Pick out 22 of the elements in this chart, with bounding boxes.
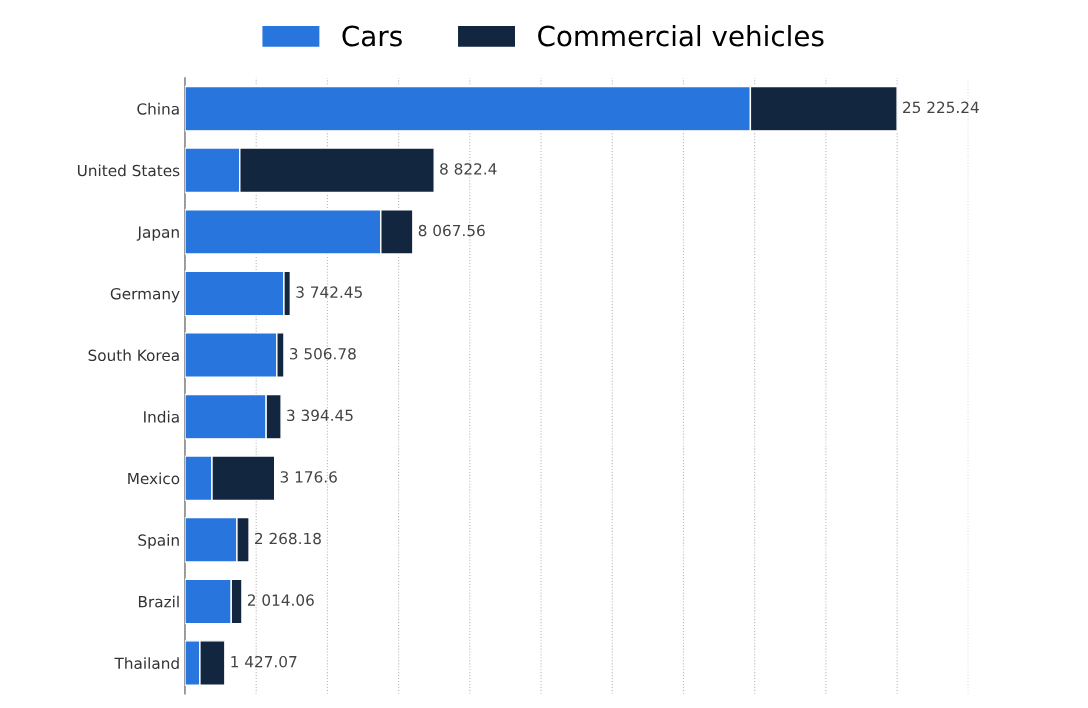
y-tick-label: Spain [138, 534, 179, 549]
y-tick-label: Thailand [114, 657, 179, 670]
annotation: 8 822.4 [440, 163, 497, 175]
legend-label: Commercial vehicles [538, 25, 824, 47]
annotation: 3 742.45 [296, 286, 362, 298]
legend-label: Cars [342, 25, 402, 47]
y-tick-label: United States [77, 164, 180, 177]
annotation: 8 067.56 [418, 224, 485, 237]
annotation: 2 014.06 [247, 594, 314, 606]
y-tick-label: Mexico [128, 472, 180, 485]
text: 25 225.24 [903, 101, 979, 114]
annotation: 3 176.6 [280, 471, 337, 483]
y-tick-label: South Korea [88, 349, 179, 362]
y-tick-label: China [137, 102, 179, 115]
y-tick-label: Japan [136, 226, 179, 241]
annotation: 1 427.07 [231, 655, 297, 668]
y-tick-label: Germany [110, 287, 180, 303]
annotation: 2 268.18 [255, 532, 321, 545]
y-tick-label: India [144, 410, 179, 423]
annotation: 3 394.45 [287, 409, 353, 422]
y-tick-label: Brazil [138, 595, 179, 608]
annotation: 3 506.78 [289, 347, 356, 360]
